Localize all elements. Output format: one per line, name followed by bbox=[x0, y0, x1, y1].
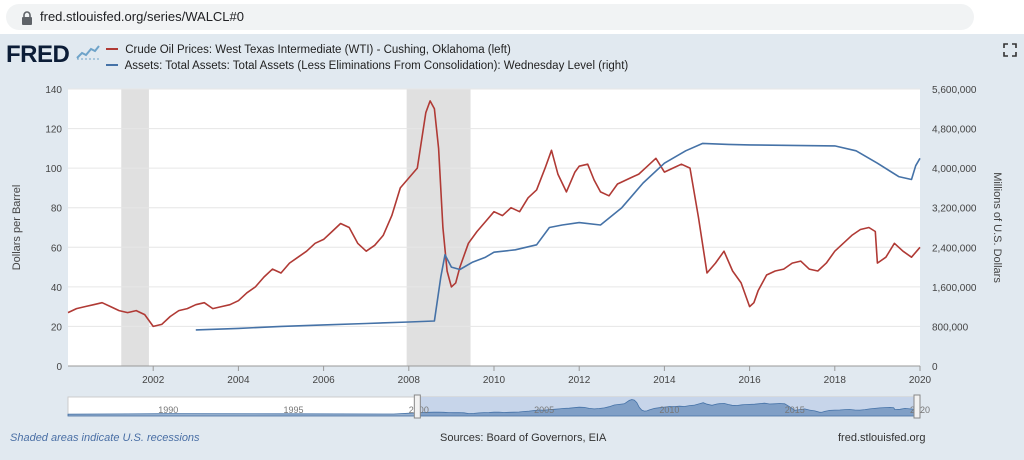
y-left-axis-title: Dollars per Barrel bbox=[11, 185, 23, 271]
x-tick-label: 2002 bbox=[142, 375, 165, 386]
y-left-tick-label: 100 bbox=[45, 164, 62, 175]
plot-area bbox=[68, 89, 920, 366]
x-tick-label: 2016 bbox=[738, 375, 761, 386]
navigator-label: 2005 bbox=[534, 405, 554, 415]
site-link[interactable]: fred.stlouisfed.org bbox=[838, 432, 926, 444]
address-field[interactable]: fred.stlouisfed.org/series/WALCL#0 bbox=[6, 4, 974, 30]
recession-note: Shaded areas indicate U.S. recessions bbox=[10, 432, 200, 444]
y-right-tick-label: 800,000 bbox=[932, 322, 969, 333]
y-right-tick-label: 0 bbox=[932, 362, 938, 373]
x-tick-label: 2012 bbox=[568, 375, 591, 386]
y-right-tick-label: 4,000,000 bbox=[932, 164, 977, 175]
recession-band-1 bbox=[406, 89, 471, 366]
x-tick-label: 2014 bbox=[653, 375, 676, 386]
y-right-tick-label: 1,600,000 bbox=[932, 283, 977, 294]
y-left-tick-label: 120 bbox=[45, 125, 62, 136]
navigator-label: 1990 bbox=[158, 405, 178, 415]
navigator-area bbox=[67, 399, 921, 417]
y-right-tick-label: 3,200,000 bbox=[932, 204, 977, 215]
x-tick-label: 2008 bbox=[398, 375, 421, 386]
expand-icon[interactable] bbox=[1003, 43, 1017, 57]
sources-text: Sources: Board of Governors, EIA bbox=[440, 432, 607, 444]
navigator-label: 2015 bbox=[785, 405, 805, 415]
fred-logo-sparkline-icon bbox=[76, 45, 100, 60]
lock-icon bbox=[22, 11, 32, 25]
y-right-tick-label: 5,600,000 bbox=[932, 85, 977, 96]
navigator-label: 1995 bbox=[284, 405, 304, 415]
x-tick-label: 2010 bbox=[483, 375, 506, 386]
x-tick-label: 2006 bbox=[312, 375, 335, 386]
browser-url-bar: fred.stlouisfed.org/series/WALCL#0 bbox=[0, 0, 1024, 34]
series-line-assets[interactable] bbox=[195, 142, 921, 331]
series-line-oil[interactable] bbox=[67, 100, 921, 328]
navigator-label: 2010 bbox=[659, 405, 679, 415]
y-right-tick-label: 4,800,000 bbox=[932, 125, 977, 136]
x-tick-label: 2018 bbox=[824, 375, 847, 386]
y-right-axis-title: Millions of U.S. Dollars bbox=[991, 172, 1003, 283]
legend-item-oil[interactable]: Crude Oil Prices: West Texas Intermediat… bbox=[106, 44, 511, 56]
navigator-handle-right[interactable] bbox=[913, 394, 921, 419]
y-left-tick-label: 40 bbox=[51, 283, 63, 294]
fred-logo[interactable]: FRED bbox=[6, 41, 70, 68]
y-left-tick-label: 140 bbox=[45, 85, 62, 96]
legend-item-assets[interactable]: Assets: Total Assets: Total Assets (Less… bbox=[106, 60, 628, 72]
url-text: fred.stlouisfed.org/series/WALCL#0 bbox=[40, 9, 245, 24]
y-left-tick-label: 80 bbox=[51, 204, 63, 215]
legend-label-assets: Assets: Total Assets: Total Assets (Less… bbox=[124, 60, 629, 72]
y-left-tick-label: 0 bbox=[56, 362, 62, 373]
recession-band-0 bbox=[121, 89, 149, 366]
x-tick-label: 2004 bbox=[227, 375, 250, 386]
navigator-handle-left[interactable] bbox=[413, 394, 421, 419]
x-tick-label: 2020 bbox=[909, 375, 932, 386]
y-left-tick-label: 20 bbox=[51, 322, 63, 333]
y-right-tick-label: 2,400,000 bbox=[932, 243, 977, 254]
y-left-tick-label: 60 bbox=[51, 243, 63, 254]
legend-swatch-oil bbox=[106, 47, 118, 50]
legend-label-oil: Crude Oil Prices: West Texas Intermediat… bbox=[125, 44, 511, 56]
legend-swatch-assets bbox=[106, 63, 118, 66]
